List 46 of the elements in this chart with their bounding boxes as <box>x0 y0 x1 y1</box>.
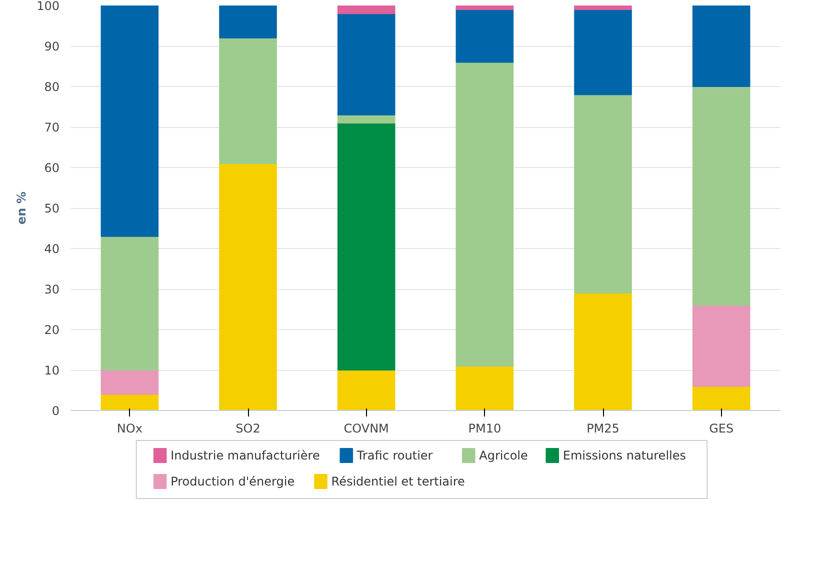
bar <box>337 370 396 410</box>
legend-label: Agricole <box>479 448 528 462</box>
x-tick-label: GES <box>709 422 734 436</box>
legend-label: Résidentiel et tertiaire <box>331 474 465 488</box>
bar <box>692 304 750 387</box>
x-tick-label: PM10 <box>468 422 502 436</box>
bar <box>456 6 514 10</box>
y-tick-label: 20 <box>44 323 60 337</box>
bar <box>456 9 514 63</box>
legend-label: Production d'énergie <box>170 474 295 488</box>
bar <box>456 365 514 410</box>
y-tick-label: 70 <box>44 120 60 134</box>
y-tick-label: 10 <box>44 364 60 378</box>
bar <box>337 13 396 116</box>
bar <box>219 37 277 164</box>
bar <box>574 292 632 410</box>
x-tick-label: COVNM <box>344 422 389 436</box>
bar <box>456 62 514 366</box>
y-tick-label: 60 <box>44 161 60 175</box>
y-tick-label: 90 <box>44 40 60 54</box>
legend-label: Emissions naturelles <box>562 448 686 462</box>
y-tick-label: 40 <box>44 242 60 256</box>
bar <box>692 6 750 87</box>
y-tick-label: 100 <box>36 0 60 13</box>
bar <box>100 370 159 395</box>
y-tick-label: 50 <box>44 202 60 216</box>
bar <box>574 9 632 96</box>
bar <box>219 162 277 410</box>
bar <box>100 6 159 237</box>
y-tick-label: 30 <box>44 282 60 296</box>
x-tick-label: NOx <box>116 422 142 436</box>
x-tick-label: SO2 <box>236 422 260 436</box>
bar <box>692 386 750 410</box>
y-tick-label: 80 <box>44 80 60 94</box>
bar <box>574 94 632 294</box>
legend-label: Industrie manufacturière <box>170 448 320 462</box>
bar <box>100 236 159 370</box>
x-tick-label: PM25 <box>586 422 620 436</box>
bar <box>692 86 750 306</box>
legend-label: Trafic routier <box>356 448 433 462</box>
bar <box>337 6 396 14</box>
y-tick-label: 0 <box>52 404 60 418</box>
bar <box>337 122 396 370</box>
y-axis-title: en % <box>14 192 29 224</box>
bar <box>219 6 277 38</box>
bar <box>574 6 632 10</box>
